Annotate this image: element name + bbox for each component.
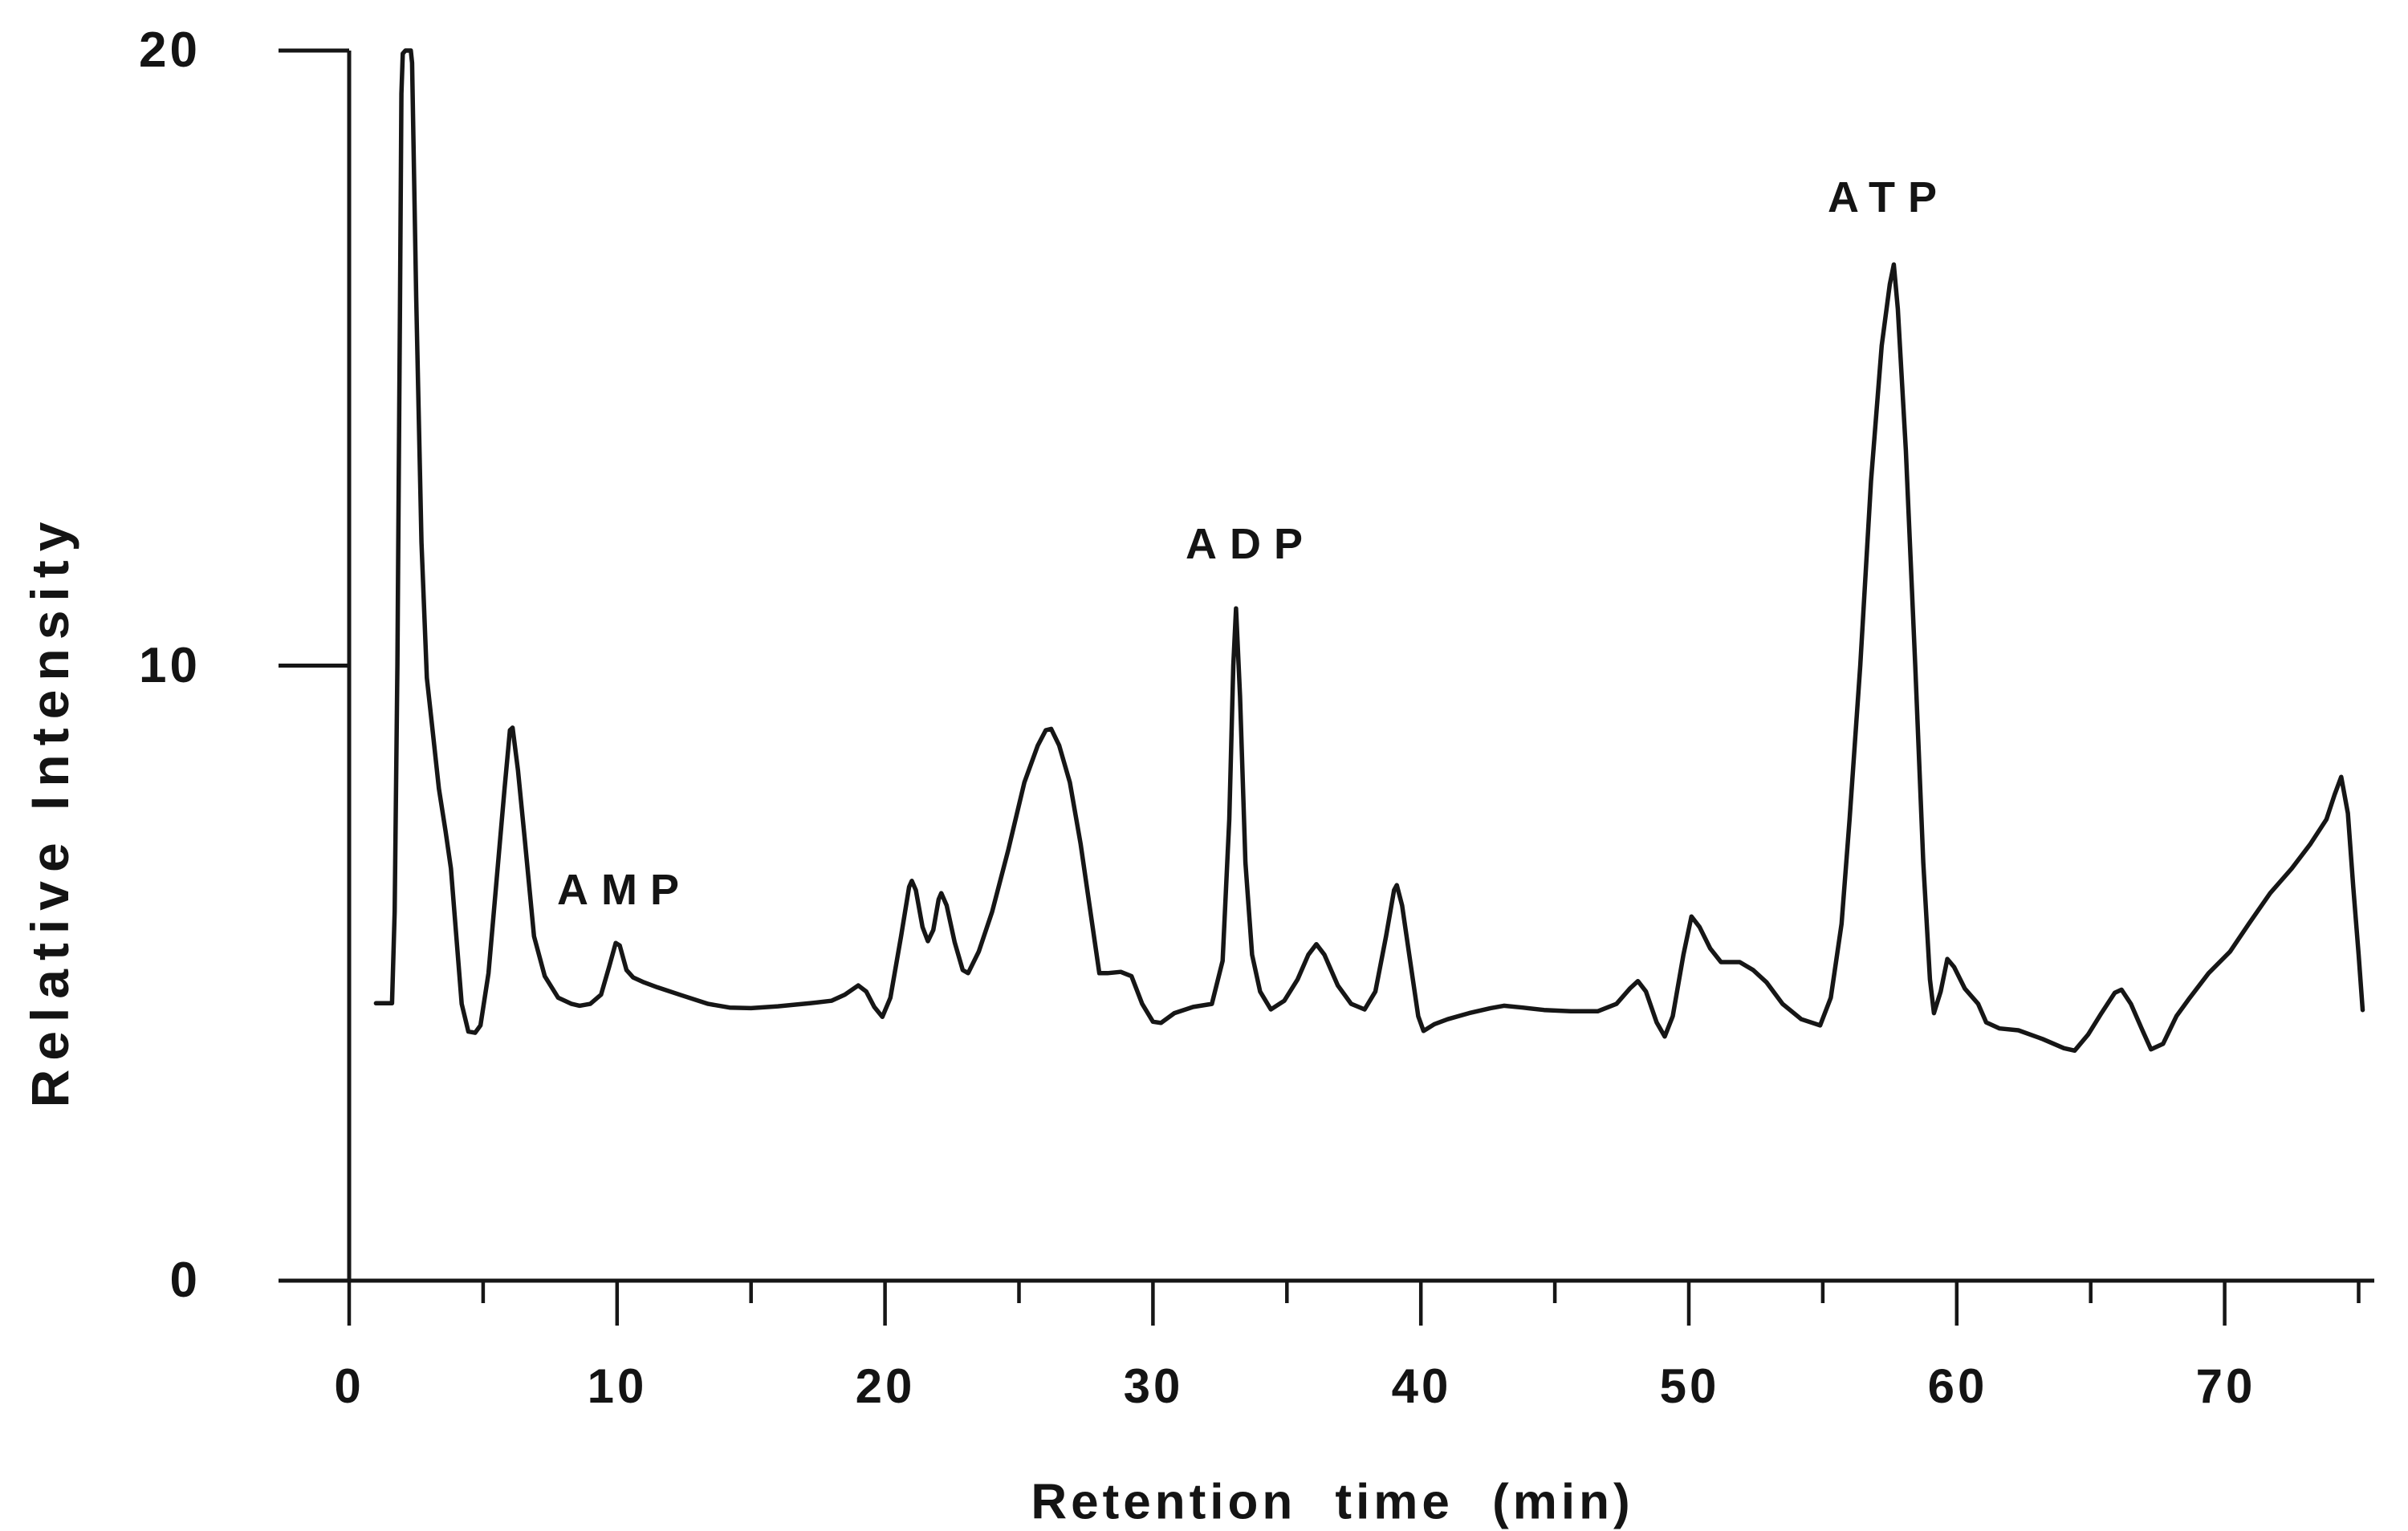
peak-label-atp: ATP [1828, 173, 1950, 221]
y-tick-label-10: 10 [139, 638, 201, 693]
y-tick-label-20: 20 [139, 22, 201, 78]
y-tick-label-0: 0 [169, 1253, 201, 1308]
x-tick-label-0: 0 [334, 1359, 364, 1413]
x-tick-label-40: 40 [1391, 1359, 1452, 1413]
x-tick-label-50: 50 [1659, 1359, 1720, 1413]
axes [279, 48, 2374, 1326]
x-tick-label-30: 30 [1123, 1359, 1184, 1413]
x-tick-label-20: 20 [855, 1359, 916, 1413]
x-tick-label-60: 60 [1927, 1359, 1988, 1413]
y-axis-title: Relative Intensity [20, 513, 79, 1108]
x-axis-title: Retention time (min) [1031, 1474, 1634, 1530]
x-tick-label-10: 10 [587, 1359, 648, 1413]
peak-label-adp: ADP [1185, 520, 1316, 568]
x-tick-label-70: 70 [2195, 1359, 2256, 1413]
chromatogram-trace [373, 48, 2365, 1054]
trace-path [373, 48, 2365, 1054]
peak-label-amp: AMP [557, 866, 692, 914]
